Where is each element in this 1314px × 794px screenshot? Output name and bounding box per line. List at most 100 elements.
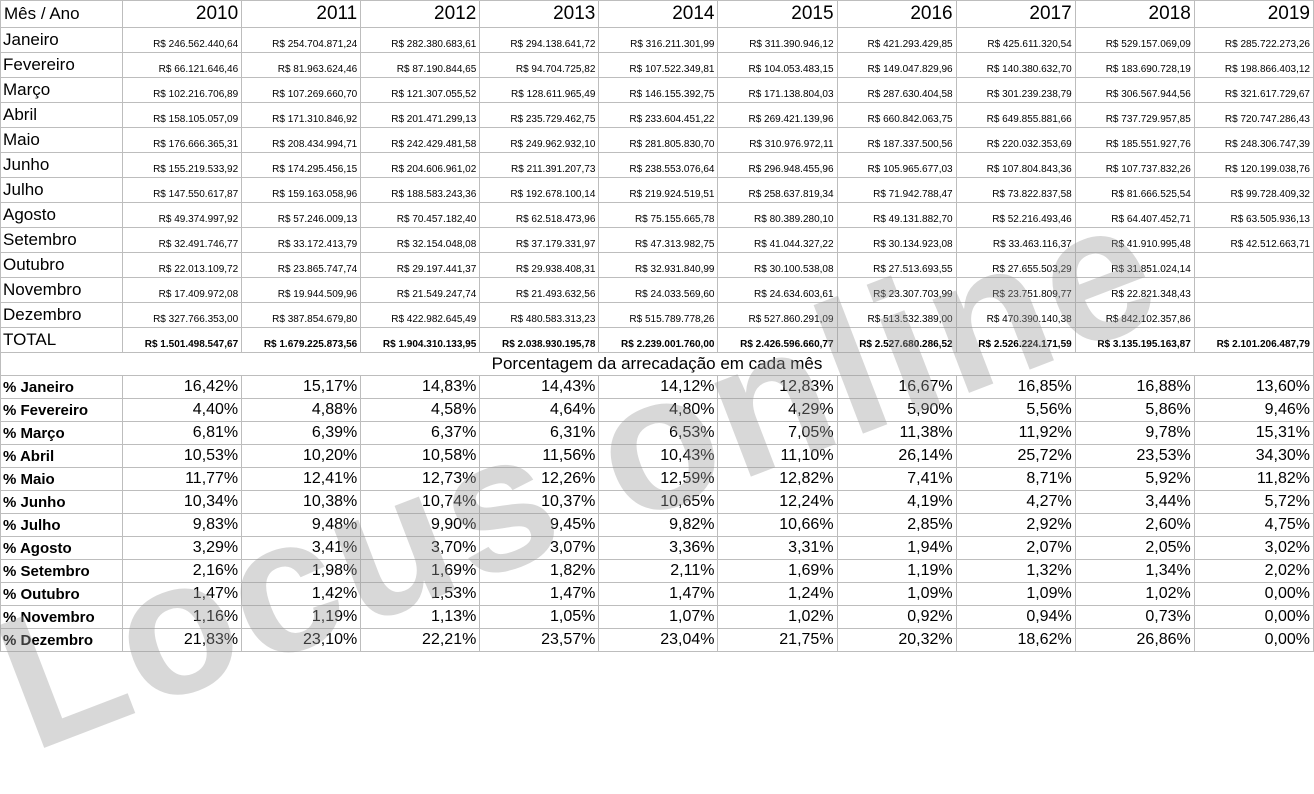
percent-value-cell[interactable]: 1,02% [1074, 582, 1195, 606]
value-cell[interactable]: R$ 33.463.116,37 [955, 227, 1076, 253]
percent-value-cell[interactable]: 6,39% [241, 421, 362, 445]
percent-value-cell[interactable]: 34,30% [1193, 444, 1314, 468]
value-cell[interactable]: R$ 660.842.063,75 [836, 102, 957, 128]
value-cell[interactable]: R$ 515.789.778,26 [598, 302, 719, 328]
value-cell[interactable]: R$ 29.938.408,31 [479, 252, 600, 278]
percent-value-cell[interactable]: 5,56% [955, 398, 1076, 422]
value-cell[interactable]: R$ 149.047.829,96 [836, 52, 957, 78]
value-cell[interactable]: R$ 27.655.503,29 [955, 252, 1076, 278]
percent-value-cell[interactable]: 5,72% [1193, 490, 1314, 514]
percent-value-cell[interactable]: 10,65% [598, 490, 719, 514]
month-label-cell[interactable]: Fevereiro [0, 52, 124, 78]
value-cell[interactable]: R$ 121.307.055,52 [360, 77, 481, 103]
percent-value-cell[interactable]: 26,14% [836, 444, 957, 468]
percent-label-cell[interactable]: % Dezembro [0, 628, 124, 652]
percent-value-cell[interactable]: 9,46% [1193, 398, 1314, 422]
percent-value-cell[interactable]: 4,19% [836, 490, 957, 514]
value-cell[interactable]: R$ 49.374.997,92 [122, 202, 243, 228]
percent-value-cell[interactable]: 1,94% [836, 536, 957, 560]
percent-value-cell[interactable]: 0,00% [1193, 582, 1314, 606]
percent-value-cell[interactable]: 1,09% [955, 582, 1076, 606]
value-cell[interactable]: R$ 73.822.837,58 [955, 177, 1076, 203]
percent-value-cell[interactable]: 1,47% [479, 582, 600, 606]
percent-value-cell[interactable]: 1,19% [241, 605, 362, 629]
value-cell[interactable]: R$ 23.865.747,74 [241, 252, 362, 278]
value-cell[interactable]: R$ 422.982.645,49 [360, 302, 481, 328]
percent-label-cell[interactable]: % Setembro [0, 559, 124, 583]
value-cell[interactable]: R$ 64.407.452,71 [1074, 202, 1195, 228]
percent-value-cell[interactable]: 4,75% [1193, 513, 1314, 537]
percent-value-cell[interactable]: 16,85% [955, 375, 1076, 399]
value-cell[interactable]: R$ 49.131.882,70 [836, 202, 957, 228]
value-cell[interactable]: R$ 246.562.440,64 [122, 27, 243, 53]
month-label-cell[interactable]: Maio [0, 127, 124, 153]
percent-value-cell[interactable]: 25,72% [955, 444, 1076, 468]
percent-value-cell[interactable]: 0,73% [1074, 605, 1195, 629]
percent-value-cell[interactable]: 3,07% [479, 536, 600, 560]
value-cell[interactable]: R$ 23.307.703,99 [836, 277, 957, 303]
value-cell[interactable]: R$ 649.855.881,66 [955, 102, 1076, 128]
month-label-cell[interactable]: Janeiro [0, 27, 124, 53]
month-label-cell[interactable]: Agosto [0, 202, 124, 228]
value-cell[interactable]: R$ 105.965.677,03 [836, 152, 957, 178]
percent-value-cell[interactable]: 11,10% [717, 444, 838, 468]
month-label-cell[interactable]: Novembro [0, 277, 124, 303]
value-cell[interactable]: R$ 107.522.349,81 [598, 52, 719, 78]
percent-value-cell[interactable]: 0,92% [836, 605, 957, 629]
value-cell[interactable]: R$ 737.729.957,85 [1074, 102, 1195, 128]
value-cell[interactable]: R$ 107.737.832,26 [1074, 152, 1195, 178]
total-value-cell[interactable]: R$ 2.526.224.171,59 [955, 327, 1076, 353]
value-cell[interactable]: R$ 52.216.493,46 [955, 202, 1076, 228]
percent-value-cell[interactable]: 12,59% [598, 467, 719, 491]
month-label-cell[interactable]: Abril [0, 102, 124, 128]
month-label-cell[interactable]: Dezembro [0, 302, 124, 328]
percent-value-cell[interactable]: 1,32% [955, 559, 1076, 583]
percent-value-cell[interactable]: 15,17% [241, 375, 362, 399]
total-value-cell[interactable]: R$ 3.135.195.163,87 [1074, 327, 1195, 353]
value-cell[interactable]: R$ 71.942.788,47 [836, 177, 957, 203]
percent-value-cell[interactable]: 21,83% [122, 628, 243, 652]
year-header-cell[interactable]: 2015 [717, 0, 838, 28]
value-cell[interactable]: R$ 70.457.182,40 [360, 202, 481, 228]
percent-value-cell[interactable]: 1,09% [836, 582, 957, 606]
percent-value-cell[interactable]: 10,66% [717, 513, 838, 537]
percent-label-cell[interactable]: % Novembro [0, 605, 124, 629]
value-cell[interactable]: R$ 174.295.456,15 [241, 152, 362, 178]
percent-value-cell[interactable]: 4,64% [479, 398, 600, 422]
month-label-cell[interactable]: Junho [0, 152, 124, 178]
value-cell[interactable]: R$ 155.219.533,92 [122, 152, 243, 178]
value-cell[interactable] [1193, 302, 1314, 328]
percent-value-cell[interactable]: 6,81% [122, 421, 243, 445]
value-cell[interactable]: R$ 22.821.348,43 [1074, 277, 1195, 303]
percent-value-cell[interactable]: 9,78% [1074, 421, 1195, 445]
percent-value-cell[interactable]: 5,90% [836, 398, 957, 422]
percent-value-cell[interactable]: 4,80% [598, 398, 719, 422]
value-cell[interactable]: R$ 254.704.871,24 [241, 27, 362, 53]
value-cell[interactable] [1193, 252, 1314, 278]
value-cell[interactable]: R$ 285.722.273,26 [1193, 27, 1314, 53]
value-cell[interactable]: R$ 81.963.624,46 [241, 52, 362, 78]
percent-value-cell[interactable]: 10,74% [360, 490, 481, 514]
value-cell[interactable]: R$ 63.505.936,13 [1193, 202, 1314, 228]
year-header-cell[interactable]: 2019 [1193, 0, 1314, 28]
percent-value-cell[interactable]: 12,73% [360, 467, 481, 491]
year-header-cell[interactable]: 2014 [598, 0, 719, 28]
value-cell[interactable]: R$ 327.766.353,00 [122, 302, 243, 328]
percent-value-cell[interactable]: 20,32% [836, 628, 957, 652]
value-cell[interactable]: R$ 282.380.683,61 [360, 27, 481, 53]
year-header-cell[interactable]: 2018 [1074, 0, 1195, 28]
percent-value-cell[interactable]: 12,26% [479, 467, 600, 491]
value-cell[interactable]: R$ 316.211.301,99 [598, 27, 719, 53]
value-cell[interactable]: R$ 321.617.729,67 [1193, 77, 1314, 103]
value-cell[interactable]: R$ 249.962.932,10 [479, 127, 600, 153]
percent-value-cell[interactable]: 11,38% [836, 421, 957, 445]
percent-value-cell[interactable]: 3,29% [122, 536, 243, 560]
percent-value-cell[interactable]: 15,31% [1193, 421, 1314, 445]
value-cell[interactable]: R$ 258.637.819,34 [717, 177, 838, 203]
percent-value-cell[interactable]: 16,42% [122, 375, 243, 399]
value-cell[interactable]: R$ 269.421.139,96 [717, 102, 838, 128]
percent-value-cell[interactable]: 14,43% [479, 375, 600, 399]
percent-value-cell[interactable]: 2,11% [598, 559, 719, 583]
value-cell[interactable]: R$ 235.729.462,75 [479, 102, 600, 128]
percent-value-cell[interactable]: 3,41% [241, 536, 362, 560]
